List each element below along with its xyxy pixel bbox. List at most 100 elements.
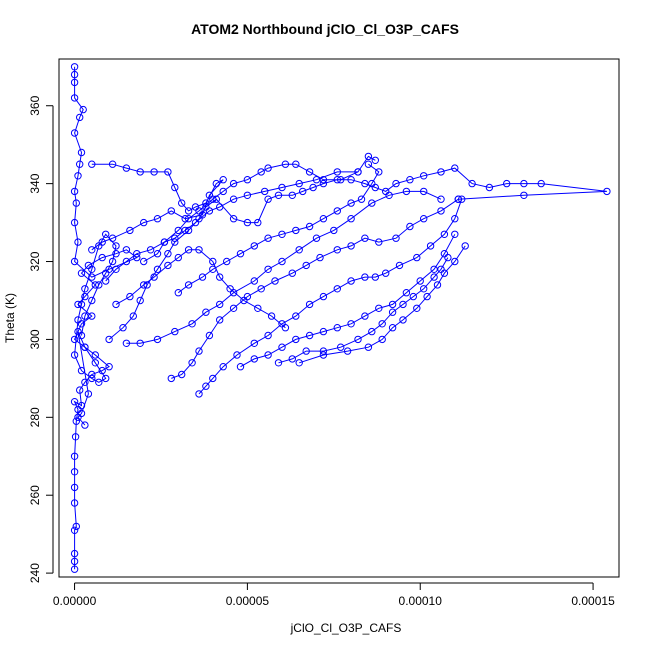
data-point xyxy=(229,179,238,188)
data-point xyxy=(392,179,400,188)
data-point xyxy=(264,195,272,203)
data-point xyxy=(281,160,290,168)
data-point xyxy=(167,374,176,383)
data-point xyxy=(70,218,79,227)
data-point xyxy=(98,366,106,375)
data-point xyxy=(72,199,81,207)
data-point xyxy=(91,281,100,289)
data-point xyxy=(74,413,82,421)
data-point xyxy=(454,195,462,203)
data-point xyxy=(312,176,321,184)
data-point xyxy=(399,300,407,309)
data-point xyxy=(444,253,452,262)
data-point xyxy=(88,273,96,281)
data-point xyxy=(205,331,214,340)
data-point xyxy=(81,378,89,386)
data-point xyxy=(136,296,144,305)
data-point xyxy=(108,234,117,242)
series-line-5 xyxy=(171,198,459,379)
data-point xyxy=(333,246,341,254)
data-point xyxy=(77,366,86,375)
data-point xyxy=(219,187,227,196)
data-point xyxy=(153,250,162,258)
data-point xyxy=(112,242,120,250)
data-point xyxy=(399,316,407,324)
data-point xyxy=(537,179,545,188)
data-point xyxy=(202,308,210,316)
data-point xyxy=(319,347,328,355)
data-point xyxy=(451,215,459,223)
data-point xyxy=(88,265,96,273)
data-point xyxy=(195,347,203,355)
data-point xyxy=(243,218,252,227)
data-point xyxy=(122,246,131,254)
data-point xyxy=(95,281,103,289)
data-point xyxy=(371,273,379,281)
data-point xyxy=(420,215,428,223)
data-point xyxy=(347,277,355,285)
data-point xyxy=(274,359,283,367)
data-point xyxy=(112,300,120,309)
data-point xyxy=(347,176,355,184)
data-point xyxy=(468,179,476,188)
series-line-8 xyxy=(278,257,449,364)
data-point xyxy=(70,499,79,507)
data-point xyxy=(171,234,179,242)
data-point xyxy=(395,261,404,270)
data-point xyxy=(319,351,328,359)
data-point xyxy=(184,215,193,223)
data-point xyxy=(81,292,89,301)
data-point xyxy=(337,343,345,351)
data-point xyxy=(330,226,338,235)
data-point xyxy=(261,187,269,196)
data-point xyxy=(278,183,286,192)
data-point xyxy=(88,296,96,305)
data-point xyxy=(278,230,286,239)
data-point xyxy=(388,308,397,316)
data-point xyxy=(423,292,431,301)
data-point xyxy=(79,105,87,114)
data-point xyxy=(243,176,252,184)
data-point xyxy=(319,327,328,336)
data-point xyxy=(264,265,272,273)
data-point xyxy=(70,398,79,406)
data-point xyxy=(129,312,138,320)
data-point xyxy=(178,199,186,207)
data-point xyxy=(316,253,324,262)
data-point xyxy=(461,242,469,250)
data-point xyxy=(216,316,224,324)
x-axis: 0.00000 0.00005 0.00010 0.00015 xyxy=(53,582,615,608)
data-point xyxy=(108,160,117,168)
series-line-3 xyxy=(108,167,607,340)
data-point xyxy=(74,300,82,309)
data-point xyxy=(402,187,411,196)
data-point xyxy=(70,351,79,359)
data-point xyxy=(70,483,79,492)
data-point xyxy=(181,226,189,235)
data-point xyxy=(70,549,79,558)
data-point xyxy=(392,234,400,242)
data-point xyxy=(153,265,162,273)
data-point xyxy=(98,253,106,262)
data-point xyxy=(319,179,328,188)
data-point xyxy=(292,160,300,168)
data-point xyxy=(81,285,89,293)
data-point xyxy=(181,215,189,223)
data-point xyxy=(76,160,84,168)
data-point xyxy=(250,277,259,285)
data-point xyxy=(174,289,183,297)
data-point xyxy=(368,199,376,207)
data-point xyxy=(119,324,127,332)
series-line-14 xyxy=(74,233,117,426)
data-point xyxy=(229,215,238,223)
data-point xyxy=(347,242,355,250)
data-point xyxy=(375,238,383,246)
data-point xyxy=(250,339,259,347)
data-point xyxy=(164,168,172,176)
data-point xyxy=(520,179,528,188)
data-point xyxy=(240,296,248,305)
data-point xyxy=(278,257,286,266)
y-tick-label: 280 xyxy=(28,407,42,427)
